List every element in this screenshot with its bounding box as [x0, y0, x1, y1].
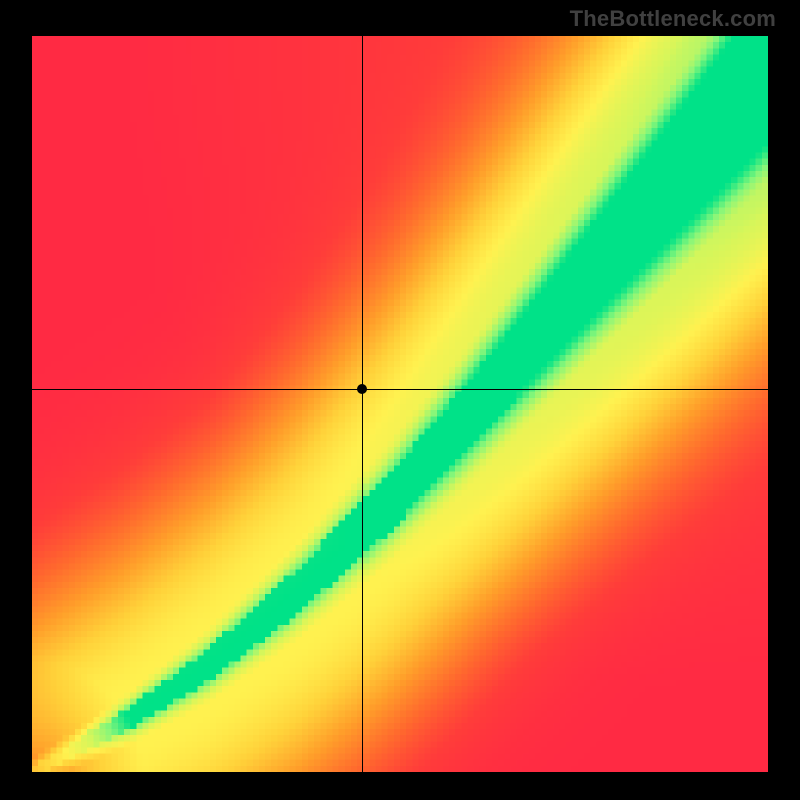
watermark-text: TheBottleneck.com [570, 6, 776, 32]
plot-area [32, 36, 768, 772]
crosshair-vertical [362, 36, 363, 772]
crosshair-horizontal [32, 389, 768, 390]
selection-marker [357, 384, 367, 394]
figure-container: { "watermark": { "text": "TheBottleneck.… [0, 0, 800, 800]
bottleneck-heatmap [32, 36, 768, 772]
